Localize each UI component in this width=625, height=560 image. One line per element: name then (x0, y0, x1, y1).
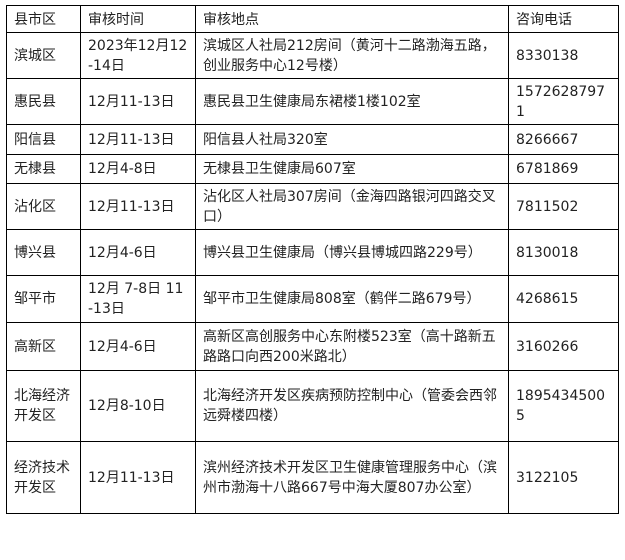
table-cell: 博兴县 (6, 229, 81, 276)
table-cell: 12月8-10日 (80, 370, 196, 442)
table-cell: 北海经济开发区疾病预防控制中心（管委会西邻远舜楼四楼） (195, 370, 509, 442)
table-row: 无棣县 12月4-8日 无棣县卫生健康局607室 6781869 (6, 154, 619, 184)
table-cell: 12月11-13日 (80, 441, 196, 514)
table-cell: 邹平市 (6, 275, 81, 323)
info-table: 县市区 审核时间 审核地点 咨询电话 滨城区 2023年12月12-14日 滨城区人社局2… (6, 5, 619, 514)
table-cell: 惠民县 (6, 78, 81, 125)
table-cell: 无棣县 (6, 154, 81, 184)
header-cell: 审核时间 (80, 5, 196, 33)
table-cell: 经济技术开发区 (6, 441, 81, 514)
table-row: 博兴县 12月4-6日 博兴县卫生健康局（博兴县博城四路229号） 8130018 (6, 229, 619, 276)
table-cell: 博兴县卫生健康局（博兴县博城四路229号） (195, 229, 509, 276)
table-cell: 3122105 (508, 441, 619, 514)
table-cell: 12月11-13日 (80, 183, 196, 230)
table-cell: 12月11-13日 (80, 78, 196, 125)
table-cell: 惠民县卫生健康局东裙楼1楼102室 (195, 78, 509, 125)
table-cell: 滨州经济技术开发区卫生健康管理服务中心（滨州市渤海十八路667号中海大厦807办… (195, 441, 509, 514)
table-row: 滨城区 2023年12月12-14日 滨城区人社局212房间（黄河十二路渤海五路，创… (6, 32, 619, 79)
table-row: 沾化区 12月11-13日 沾化区人社局307房间（金海四路银河四路交叉口） 7811… (6, 183, 619, 230)
table-cell: 8130018 (508, 229, 619, 276)
table-cell: 2023年12月12-14日 (80, 32, 196, 79)
table-cell: 高新区高创服务中心东附楼523室（高十路新五路路口向西200米路北） (195, 322, 509, 371)
header-cell: 审核地点 (195, 5, 509, 33)
table-cell: 12月4-6日 (80, 322, 196, 371)
table-cell: 阳信县 (6, 124, 81, 155)
table-cell: 7811502 (508, 183, 619, 230)
table-cell: 8266667 (508, 124, 619, 155)
table-cell: 高新区 (6, 322, 81, 371)
table-cell: 邹平市卫生健康局808室（鹤伴二路679号） (195, 275, 509, 323)
table-cell: 无棣县卫生健康局607室 (195, 154, 509, 184)
table-cell: 6781869 (508, 154, 619, 184)
table-cell: 18954345005 (508, 370, 619, 442)
table-cell: 4268615 (508, 275, 619, 323)
table-cell: 12月 7-8日 11-13日 (80, 275, 196, 323)
header-cell: 县市区 (6, 5, 81, 33)
table-row: 惠民县 12月11-13日 惠民县卫生健康局东裙楼1楼102室 15726287971 (6, 78, 619, 125)
table-row: 北海经济开发区 12月8-10日 北海经济开发区疾病预防控制中心（管委会西邻远舜楼四… (6, 370, 619, 442)
table-cell: 北海经济开发区 (6, 370, 81, 442)
table-row: 阳信县 12月11-13日 阳信县人社局320室 8266667 (6, 124, 619, 155)
table-cell: 12月11-13日 (80, 124, 196, 155)
table-cell: 8330138 (508, 32, 619, 79)
table-cell: 12月4-8日 (80, 154, 196, 184)
table-cell: 滨城区 (6, 32, 81, 79)
header-row: 县市区 审核时间 审核地点 咨询电话 (6, 5, 619, 33)
table-cell: 12月4-6日 (80, 229, 196, 276)
table-cell: 沾化区 (6, 183, 81, 230)
table-cell: 3160266 (508, 322, 619, 371)
table-row: 经济技术开发区 12月11-13日 滨州经济技术开发区卫生健康管理服务中心（滨州市渤… (6, 441, 619, 514)
table-cell: 阳信县人社局320室 (195, 124, 509, 155)
table-cell: 15726287971 (508, 78, 619, 125)
table-cell: 沾化区人社局307房间（金海四路银河四路交叉口） (195, 183, 509, 230)
table-cell: 滨城区人社局212房间（黄河十二路渤海五路，创业服务中心12号楼） (195, 32, 509, 79)
table-body: 滨城区 2023年12月12-14日 滨城区人社局212房间（黄河十二路渤海五路，创… (6, 32, 619, 514)
table-row: 高新区 12月4-6日 高新区高创服务中心东附楼523室（高十路新五路路口向西200… (6, 322, 619, 371)
header-cell: 咨询电话 (508, 5, 619, 33)
table-row: 邹平市 12月 7-8日 11-13日 邹平市卫生健康局808室（鹤伴二路679号）… (6, 275, 619, 323)
